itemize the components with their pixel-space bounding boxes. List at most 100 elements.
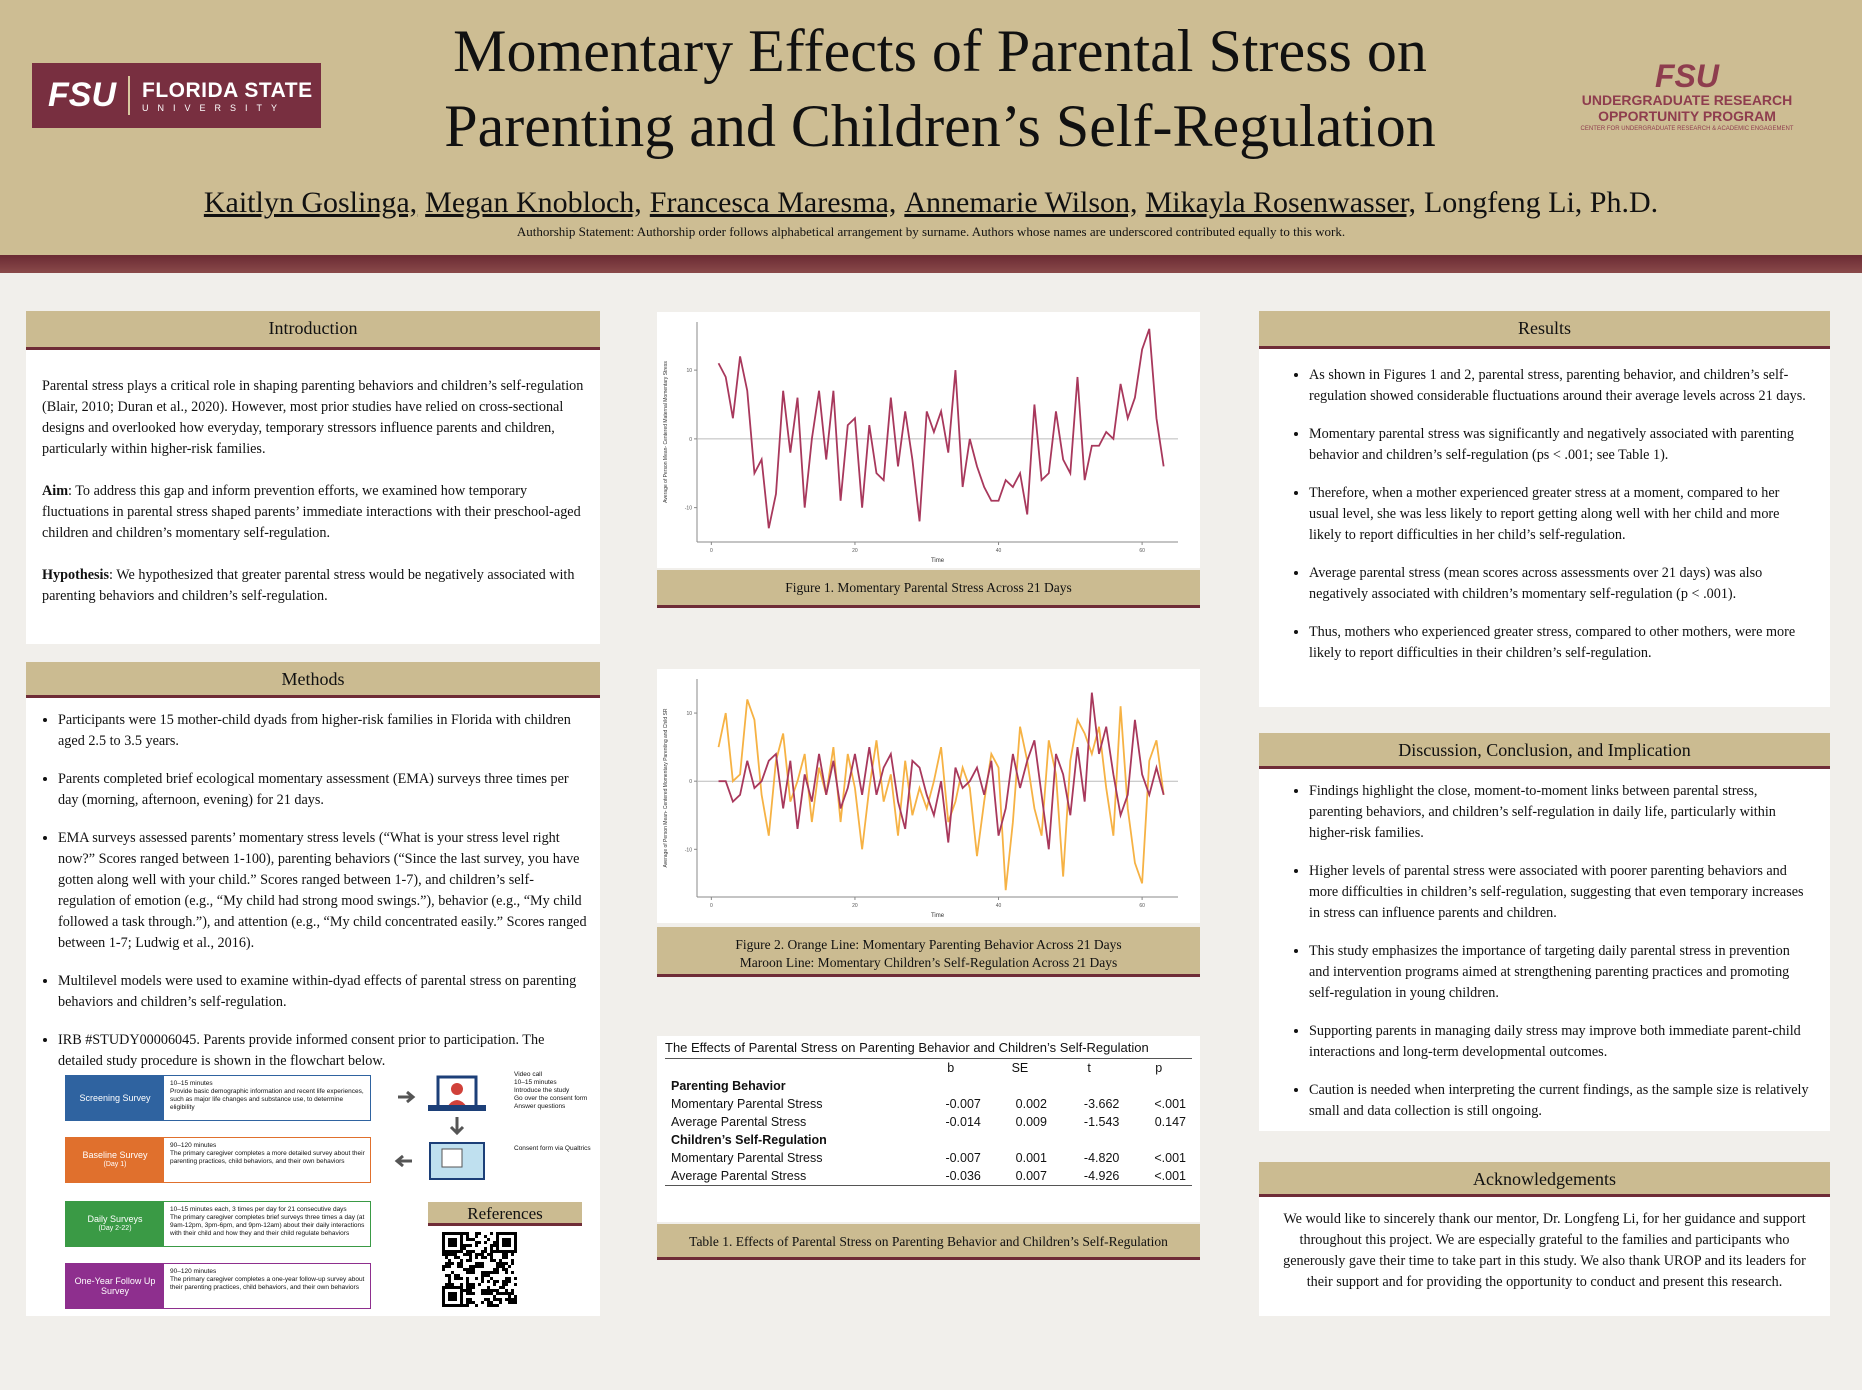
section-heading: Introduction [26,311,600,350]
paragraph-text: : We hypothesized that greater parental … [42,567,575,604]
qr-cell [472,1268,475,1271]
qr-cell [490,1256,493,1259]
group-name: Children’s Self-Regulation [671,1133,827,1147]
qr-cell [445,1250,448,1253]
qr-cell [514,1247,517,1250]
qr-cell [481,1277,484,1280]
qr-cell [484,1250,487,1253]
author: Megan Knobloch, [425,186,642,219]
qr-cell [448,1280,451,1283]
qr-cell [502,1280,505,1283]
header-cell: p [1155,1061,1163,1075]
qr-cell [493,1241,496,1244]
title: Momentary Effects of Parental Stress on … [340,14,1540,164]
author: Longfeng Li, Ph.D. [1423,186,1659,219]
urop-logo: FSU UNDERGRADUATE RESEARCH OPPORTUNITY P… [1540,60,1834,134]
flow-step: Daily Surveys (Day 2-22) 10–15 minutes eac… [65,1201,371,1247]
qr-cell [463,1253,466,1256]
qr-cell [451,1298,454,1301]
flow-step: One-Year Follow Up Survey 90–120 minutes T… [65,1263,371,1309]
x-tick-label: 40 [996,548,1002,554]
qr-cell [454,1298,457,1301]
bullet: Average parental stress (mean scores acr… [1309,563,1812,605]
qr-cell [487,1280,490,1283]
data-row: Average Parental Stress -0.036 0.007 -4.926… [665,1167,1192,1186]
data-row: Momentary Parental Stress -0.007 0.001 -4.8… [665,1149,1192,1167]
x-tick-label: 60 [1139,548,1145,554]
qr-cell [499,1292,502,1295]
figure-caption: Figure 1. Momentary Parental Stress Acro… [657,570,1200,608]
qr-cell [484,1274,487,1277]
qr-cell [499,1286,502,1289]
qr-cell [478,1262,481,1265]
qr-cell [481,1253,484,1256]
qr-cell [472,1265,475,1268]
qr-cell [496,1271,499,1274]
qr-cell [481,1265,484,1268]
qr-cell [502,1250,505,1253]
qr-cell [499,1301,502,1304]
qr-cell [505,1268,508,1271]
qr-cell [487,1286,490,1289]
introduction: Parental stress plays a critical role in… [26,350,600,644]
table-title: The Effects of Parental Stress on Parent… [665,1040,1192,1059]
qr-cell [484,1289,487,1292]
qr-cell [460,1250,463,1253]
header-row: b SE t p [665,1059,1192,1077]
qr-cell [502,1256,505,1259]
bullet: This study emphasizes the importance of … [1309,941,1812,1004]
qr-cell [487,1271,490,1274]
cell: -4.926 [1083,1169,1120,1183]
qr-cell [469,1265,472,1268]
bullet: Parents completed brief ecological momen… [58,769,588,811]
qr-cell [469,1250,472,1253]
qr-cell [505,1250,508,1253]
qr-cell [511,1292,514,1295]
consent-note: Consent form via Qualtrics [514,1145,591,1152]
qr-cell [493,1304,496,1307]
qr-cell [448,1286,451,1289]
qr-cell [493,1298,496,1301]
group-name: Parenting Behavior [671,1079,786,1093]
qr-cell [448,1277,451,1280]
cell: 0.001 [1015,1151,1047,1165]
y-tick-label: 10 [686,368,692,374]
header-cell: b [947,1061,955,1075]
call-note: 10–15 minutes [514,1079,557,1086]
cell: Average Parental Stress [671,1169,807,1183]
qr-cell [466,1304,469,1307]
qr-cell [442,1292,445,1295]
qr-cell [469,1259,472,1262]
qr-cell [466,1238,469,1241]
qr-cell [481,1250,484,1253]
qr-cell [493,1244,496,1247]
qr-cell [472,1292,475,1295]
qr-cell [496,1262,499,1265]
qr-cell [475,1265,478,1268]
qr-cell [514,1232,517,1235]
section-heading: Acknowledgements [1259,1162,1830,1197]
qr-cell [442,1298,445,1301]
cell: 0.002 [1015,1097,1047,1111]
qr-cell [508,1265,511,1268]
qr-cell [460,1292,463,1295]
qr-cell [448,1253,451,1256]
qr-cell [448,1250,451,1253]
qr-cell [490,1253,493,1256]
methods: Participants were 15 mother-child dyads … [26,698,600,1316]
qr-cell [490,1250,493,1253]
qr-cell [481,1292,484,1295]
bullet: Multilevel models were used to examine w… [58,971,588,1013]
call-note: Answer questions [514,1103,566,1110]
bullet: Findings highlight the close, moment-to-… [1309,781,1812,844]
cell: 0.147 [1154,1115,1186,1129]
qr-cell [463,1247,466,1250]
cell: <.001 [1154,1151,1186,1165]
qr-cell [484,1241,487,1244]
qr-cell [460,1301,463,1304]
qr-cell [514,1283,517,1286]
logo-line: OPPORTUNITY PROGRAM [1598,108,1776,124]
y-tick-label: 10 [686,711,692,717]
qr-cell [481,1280,484,1283]
authorship-statement: Authorship Statement: Authorship order f… [516,224,1346,239]
